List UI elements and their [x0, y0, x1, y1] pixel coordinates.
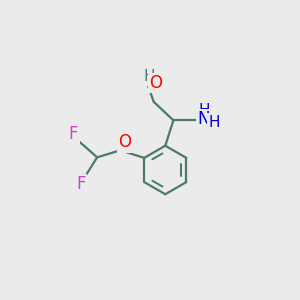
- Text: F: F: [76, 175, 86, 193]
- Text: F: F: [69, 125, 78, 143]
- Text: O: O: [118, 133, 131, 151]
- Text: H: H: [208, 115, 220, 130]
- Text: H: H: [143, 69, 155, 84]
- Text: O: O: [150, 74, 163, 92]
- Text: H: H: [198, 103, 210, 118]
- Text: N: N: [198, 110, 210, 128]
